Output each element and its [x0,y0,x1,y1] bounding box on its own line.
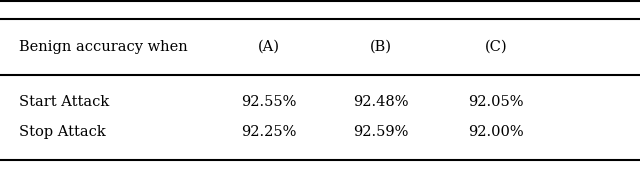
Text: 92.00%: 92.00% [468,125,524,139]
Text: 92.55%: 92.55% [241,95,296,109]
Text: Benign accuracy when: Benign accuracy when [19,40,188,54]
Text: (C): (C) [484,40,508,54]
Text: 92.59%: 92.59% [353,125,408,139]
Text: Start Attack: Start Attack [19,95,109,109]
Text: 92.25%: 92.25% [241,125,296,139]
Text: (B): (B) [370,40,392,54]
Text: (A): (A) [258,40,280,54]
Text: 92.05%: 92.05% [468,95,524,109]
Text: 92.48%: 92.48% [353,95,408,109]
Text: Stop Attack: Stop Attack [19,125,106,139]
